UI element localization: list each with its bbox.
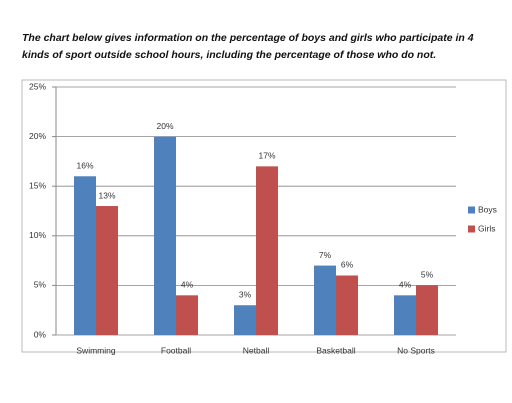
- legend-swatch: [468, 225, 475, 233]
- bar: [256, 166, 278, 335]
- chart-title: The chart below gives information on the…: [22, 32, 474, 61]
- bar: [416, 285, 438, 335]
- value-label: 6%: [341, 260, 354, 270]
- value-label: 3%: [239, 289, 252, 299]
- x-tick-label: Football: [161, 345, 191, 355]
- y-tick-label: 0%: [34, 329, 47, 339]
- x-tick-label: Netball: [243, 345, 270, 355]
- y-tick-label: 15%: [29, 180, 46, 190]
- bar: [74, 176, 96, 335]
- bar: [234, 305, 256, 335]
- bar: [336, 275, 358, 335]
- value-label: 4%: [181, 280, 194, 290]
- bar: [154, 136, 176, 335]
- value-label: 16%: [76, 161, 93, 171]
- y-tick-label: 25%: [29, 81, 46, 91]
- value-label: 17%: [258, 151, 275, 161]
- bar: [394, 295, 416, 335]
- y-tick-label: 10%: [29, 230, 46, 240]
- value-label: 20%: [156, 121, 173, 131]
- bar: [314, 265, 336, 335]
- legend-swatch: [468, 206, 475, 214]
- legend-label: Girls: [478, 223, 495, 233]
- y-tick-label: 20%: [29, 131, 46, 141]
- value-label: 5%: [421, 270, 434, 280]
- x-tick-label: Basketball: [316, 345, 355, 355]
- value-label: 13%: [98, 190, 115, 200]
- bar: [176, 295, 198, 335]
- y-tick-label: 5%: [34, 280, 47, 290]
- value-label: 7%: [319, 250, 332, 260]
- value-label: 4%: [399, 280, 412, 290]
- x-tick-label: Swimming: [76, 345, 115, 355]
- legend-label: Boys: [478, 204, 497, 214]
- bar: [96, 206, 118, 335]
- x-tick-label: No Sports: [397, 345, 435, 355]
